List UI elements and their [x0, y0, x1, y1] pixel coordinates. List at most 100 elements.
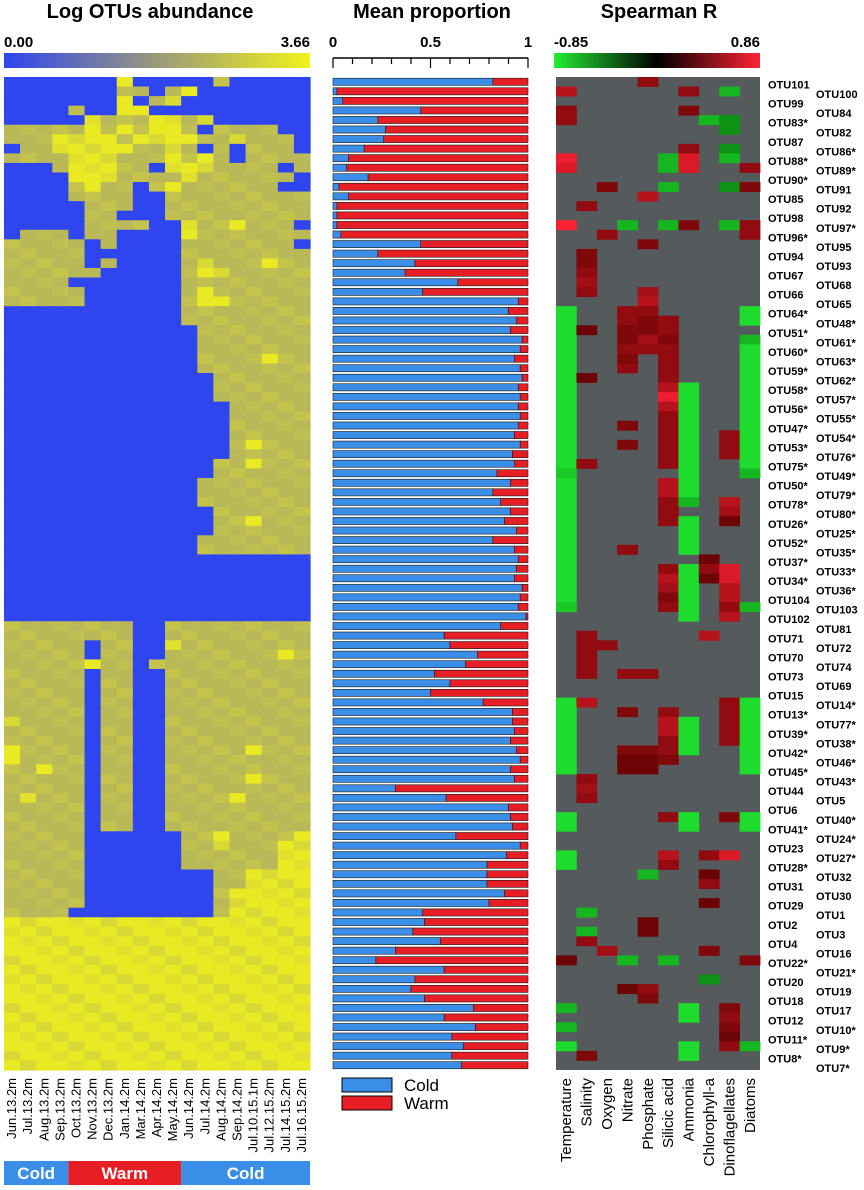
abundance-cell	[52, 602, 70, 613]
abundance-cell	[20, 1012, 37, 1023]
abundance-cell	[148, 191, 166, 202]
abundance-cell	[36, 134, 53, 145]
abundance-cell	[68, 630, 86, 641]
sample-label: Jul.10.15.1m	[246, 1078, 261, 1152]
abundance-cell	[197, 802, 214, 813]
abundance-cell	[197, 325, 214, 336]
abundance-cell	[213, 105, 231, 116]
proportion-bar-warm	[500, 498, 529, 506]
abundance-cell	[116, 898, 134, 909]
abundance-cell	[4, 220, 21, 231]
abundance-cell	[229, 430, 247, 441]
abundance-cell	[213, 153, 231, 164]
abundance-cell	[68, 458, 86, 470]
abundance-cell	[132, 124, 150, 135]
proportion-bar-cold	[332, 851, 507, 860]
spearman-cell	[719, 707, 740, 718]
abundance-cell	[245, 888, 263, 899]
abundance-cell	[20, 420, 37, 431]
sample-label: May.14.2m	[165, 1078, 180, 1141]
abundance-cell	[36, 630, 53, 641]
spearman-cell	[658, 497, 679, 508]
abundance-cell	[277, 363, 295, 374]
abundance-cell	[197, 353, 214, 365]
proportion-bar-warm	[404, 268, 529, 277]
abundance-cell	[148, 859, 166, 871]
abundance-cell	[261, 764, 279, 775]
abundance-cell	[68, 134, 86, 145]
abundance-cell	[20, 1003, 37, 1014]
abundance-cell	[229, 229, 247, 240]
spearman-cell	[719, 563, 740, 574]
spearman-cell	[556, 592, 577, 603]
abundance-heatmap	[4, 77, 311, 1071]
abundance-cell	[197, 525, 214, 536]
abundance-cell	[132, 793, 150, 804]
abundance-cell	[197, 993, 214, 1004]
abundance-cell	[36, 831, 53, 842]
abundance-cell	[213, 1031, 231, 1042]
abundance-cell	[100, 964, 118, 976]
abundance-cell	[148, 172, 166, 183]
abundance-cell	[148, 153, 166, 164]
abundance-cell	[132, 688, 150, 699]
abundance-cell	[245, 353, 263, 365]
abundance-cell	[20, 239, 37, 250]
proportion-bar-warm	[414, 259, 529, 268]
abundance-cell	[116, 287, 134, 298]
proportion-bar-warm	[514, 574, 529, 583]
abundance-cell	[245, 306, 263, 317]
abundance-cell	[68, 525, 86, 536]
abundance-cell	[165, 516, 182, 527]
abundance-cell	[116, 783, 134, 794]
abundance-cell	[84, 879, 102, 890]
abundance-cell	[36, 659, 53, 670]
abundance-cell	[181, 984, 198, 995]
abundance-cell	[84, 115, 102, 126]
abundance-cell	[68, 229, 86, 240]
proportion-bar-cold	[332, 116, 379, 124]
abundance-cell	[132, 611, 150, 622]
abundance-cell	[132, 105, 150, 116]
abundance-cell	[4, 172, 21, 183]
abundance-cell	[68, 955, 86, 966]
abundance-cell	[197, 1041, 214, 1052]
abundance-cell	[181, 678, 198, 689]
abundance-cell	[181, 296, 198, 307]
abundance-cell	[245, 430, 263, 441]
otu-label: OTU81	[816, 624, 851, 636]
abundance-cell	[84, 1012, 102, 1023]
abundance-cell	[229, 258, 247, 269]
abundance-cell	[36, 487, 53, 498]
abundance-cell	[20, 172, 37, 183]
legend-swatch-cold	[341, 1077, 393, 1093]
proportion-bar-warm	[348, 192, 529, 201]
abundance-cell	[213, 363, 231, 374]
abundance-cell	[4, 630, 21, 641]
abundance-cell	[277, 859, 295, 871]
proportion-bar-cold	[332, 555, 519, 564]
abundance-cell	[213, 640, 231, 651]
abundance-cell	[52, 353, 70, 365]
abundance-cell	[213, 143, 231, 154]
abundance-cell	[277, 1012, 295, 1023]
abundance-cell	[197, 879, 214, 890]
abundance-cell	[20, 220, 37, 231]
abundance-cell	[36, 287, 53, 298]
abundance-cell	[197, 430, 214, 441]
abundance-cell	[36, 1050, 53, 1062]
otu-label: OTU33*	[816, 567, 856, 579]
abundance-cell	[245, 678, 263, 689]
abundance-cell	[116, 697, 134, 708]
abundance-cell	[116, 430, 134, 441]
abundance-cell	[213, 229, 231, 240]
abundance-cell	[245, 707, 263, 718]
abundance-cell	[165, 611, 182, 622]
abundance-cell	[277, 344, 295, 355]
abundance-cell	[36, 993, 53, 1004]
abundance-cell	[4, 306, 21, 317]
abundance-cell	[52, 134, 70, 145]
proportion-bar-warm	[508, 803, 529, 812]
abundance-cell	[68, 162, 86, 174]
abundance-cell	[52, 840, 70, 851]
